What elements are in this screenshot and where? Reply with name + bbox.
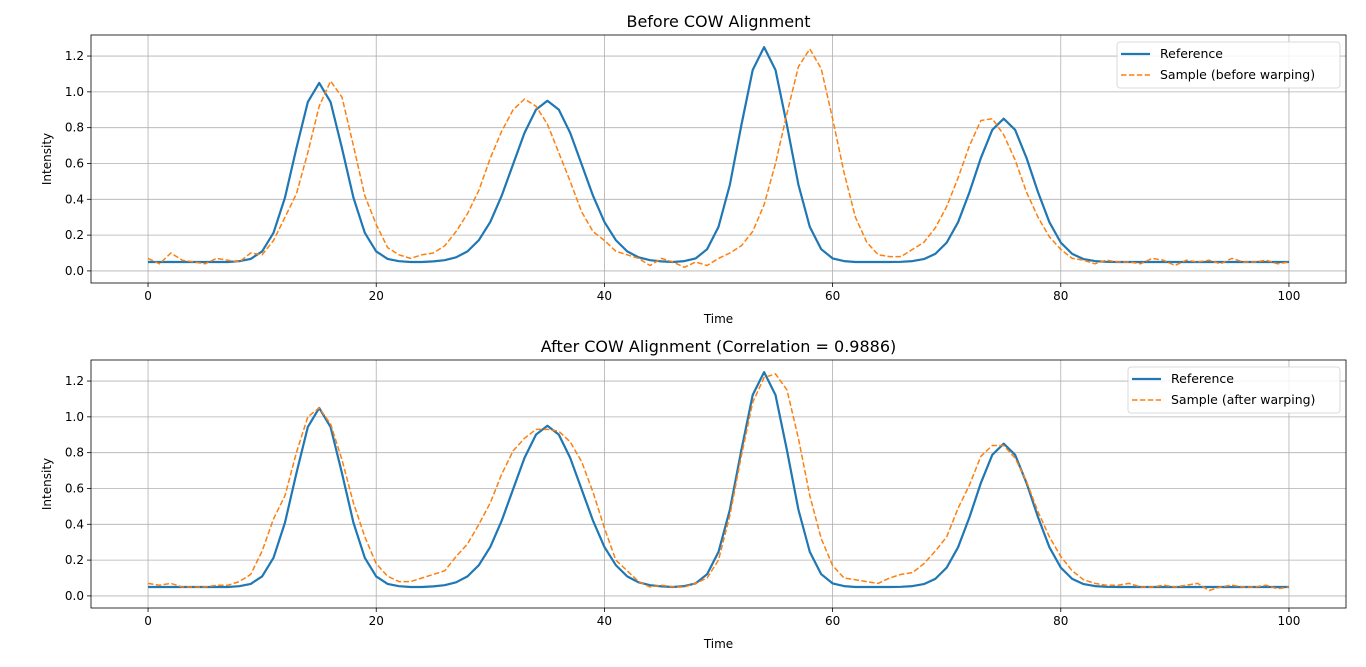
y-tick-label: 0.4 [65,517,84,531]
y-tick-label: 1.0 [65,85,84,99]
x-axis-label: Time [703,637,733,651]
x-axis-label: Time [703,312,733,326]
y-tick-label: 0.8 [65,121,84,135]
y-axis-label: Intensity [40,458,54,510]
y-tick-label: 0.6 [65,156,84,170]
x-tick-label: 40 [597,289,612,303]
x-tick-label: 0 [144,614,152,628]
legend-box [1127,366,1341,414]
x-tick-label: 40 [597,614,612,628]
subplot-after: 0 20 40 60 80 100 0.0 0.2 0.4 0.6 0.8 1.0 1.2 After C… [40,337,1347,651]
y-tick-label: 0.2 [65,553,84,567]
legend-box [1116,41,1341,89]
x-tick-label: 60 [825,289,840,303]
legend-label: Sample (before warping) [1160,67,1315,82]
legend-label: Reference [1171,371,1234,386]
x-tick-label: 60 [825,614,840,628]
x-tick-label: 100 [1278,614,1301,628]
y-tick-label: 0.6 [65,481,84,495]
y-tick-label: 1.0 [65,410,84,424]
legend: Reference Sample (after warping) [1127,366,1341,414]
y-tick-label: 0.0 [65,589,84,603]
y-tick-label: 0.0 [65,264,84,278]
subplot-before: 0 20 40 60 80 100 0.0 0.2 0.4 0.6 0.8 1.0 1.2 Before … [40,12,1347,326]
series-line-reference [148,371,1289,589]
y-tick-label: 1.2 [65,374,84,388]
legend-label: Sample (after warping) [1171,392,1315,407]
series-line-sample [147,48,1290,269]
y-tick-label: 0.2 [65,228,84,242]
legend-label: Reference [1160,46,1223,61]
axes-frame [90,359,1347,609]
x-tick-label: 20 [369,614,384,628]
axes-frame [90,34,1347,284]
y-tick-label: 1.2 [65,49,84,63]
x-tick-label: 80 [1053,614,1068,628]
y-tick-label: 0.4 [65,192,84,206]
series-line-reference [148,45,1289,264]
series-line-sample [147,373,1290,592]
x-tick-label: 0 [144,289,152,303]
chart-title: After COW Alignment (Correlation = 0.988… [541,337,897,356]
y-tick-label: 0.8 [65,446,84,460]
y-axis-label: Intensity [40,133,54,185]
x-tick-label: 100 [1278,289,1301,303]
x-tick-label: 20 [369,289,384,303]
x-tick-label: 80 [1053,289,1068,303]
legend: Reference Sample (before warping) [1116,41,1341,89]
chart-title: Before COW Alignment [626,12,810,31]
